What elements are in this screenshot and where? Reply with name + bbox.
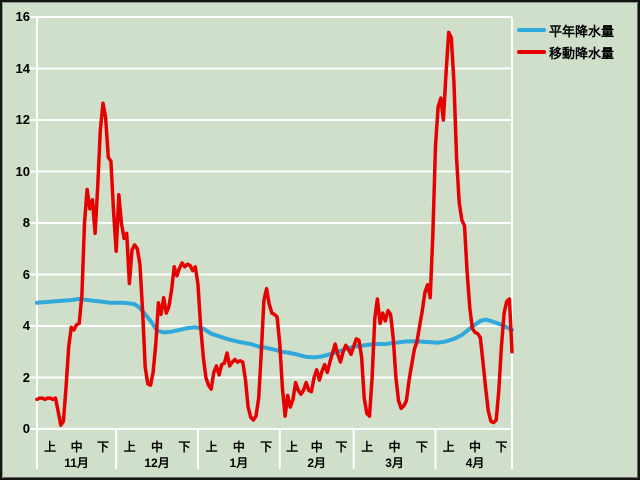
y-tick-label: 4 — [22, 318, 30, 333]
x-period-label: 上 — [123, 440, 136, 454]
x-month-label: 4月 — [465, 456, 485, 470]
y-tick-label: 6 — [22, 266, 30, 282]
y-tick-label: 0 — [22, 421, 30, 436]
x-month-label: 2月 — [307, 456, 327, 470]
normal-line-swatch — [517, 28, 546, 32]
gridlines — [30, 16, 512, 430]
x-period-label: 下 — [415, 440, 428, 454]
x-period-label: 下 — [260, 440, 273, 454]
y-tick-label: 14 — [15, 60, 30, 76]
axis-lines — [36, 17, 513, 469]
moving-precip-line[interactable] — [35, 30, 514, 427]
month-separators — [115, 429, 437, 469]
x-period-label: 中 — [310, 440, 323, 454]
y-tick-label: 12 — [15, 112, 30, 127]
x-period-label: 中 — [388, 440, 401, 454]
x-period-label: 上 — [286, 440, 299, 454]
x-month-label: 1月 — [229, 456, 249, 470]
y-tick-label: 16 — [15, 9, 30, 24]
x-period-label: 中 — [70, 440, 83, 454]
x-period-label: 下 — [495, 440, 508, 454]
x-period-label: 上 — [361, 440, 374, 454]
x-period-label: 下 — [335, 440, 348, 454]
x-month-label: 12月 — [144, 456, 170, 470]
y-tick-label: 2 — [22, 369, 30, 385]
legend-item-moving[interactable]: 移動降水量 — [517, 41, 614, 63]
legend-item-normal[interactable]: 平年降水量 — [517, 19, 614, 41]
x-month-label: 3月 — [385, 456, 404, 470]
legend: 平年降水量 移動降水量 — [517, 19, 614, 63]
x-period-label: 下 — [96, 440, 109, 454]
y-tick-label: 8 — [22, 215, 30, 230]
y-tick-label: 10 — [15, 163, 30, 179]
moving-line-swatch — [517, 50, 546, 54]
x-period-label: 中 — [151, 440, 164, 454]
x-period-label: 中 — [232, 440, 245, 454]
normal-precip-line[interactable] — [35, 297, 514, 360]
x-month-label: 11月 — [64, 456, 89, 470]
x-period-label: 中 — [469, 440, 482, 454]
x-period-label: 上 — [44, 440, 57, 454]
x-period-label: 下 — [178, 440, 191, 454]
x-period-label: 上 — [205, 440, 218, 454]
legend-label-normal: 平年降水量 — [549, 23, 615, 39]
legend-label-moving: 移動降水量 — [549, 45, 615, 61]
x-period-label: 上 — [442, 440, 455, 454]
